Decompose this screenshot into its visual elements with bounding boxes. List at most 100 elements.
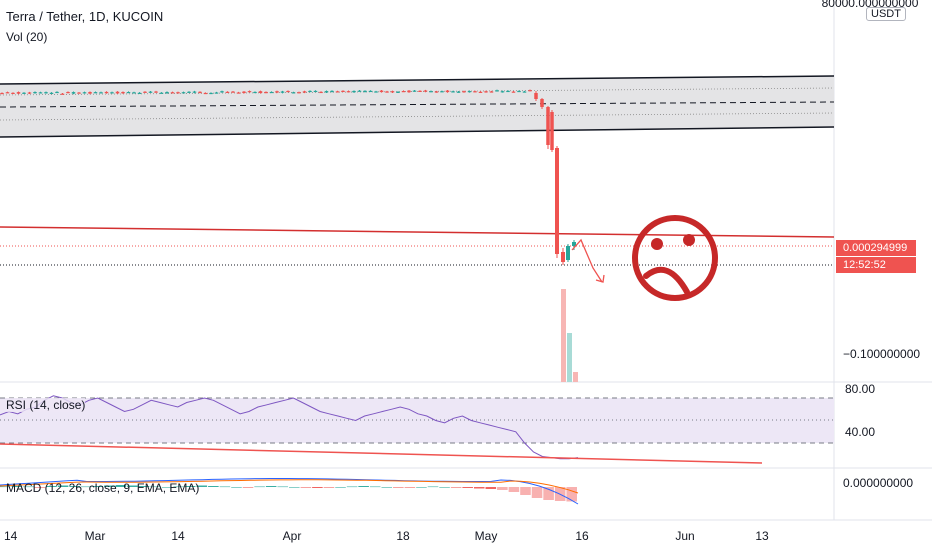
- macd-histogram-bar: [184, 486, 196, 487]
- range-channel[interactable]: [0, 76, 834, 137]
- candle-series[interactable]: [0, 89, 576, 265]
- macd-pane[interactable]: [0, 478, 579, 505]
- candle: [418, 90, 422, 92]
- candle: [540, 99, 544, 107]
- macd-histogram-bar: [393, 487, 404, 488]
- macd-histogram-bar: [335, 487, 346, 488]
- macd-histogram-bar: [265, 486, 277, 487]
- candle: [379, 90, 384, 93]
- candle: [220, 91, 224, 93]
- sad-face-drawing[interactable]: [632, 215, 718, 301]
- macd-histogram-bar: [196, 485, 208, 487]
- candle: [253, 91, 257, 94]
- sad-face-mouth: [643, 266, 690, 295]
- candle: [231, 91, 235, 93]
- macd-histogram-bar: [485, 487, 497, 489]
- volume-bars[interactable]: [561, 289, 578, 382]
- price-pane[interactable]: [0, 0, 834, 382]
- candle: [192, 91, 197, 93]
- macd-histogram-bar: [508, 487, 520, 492]
- red-trend-line[interactable]: [0, 226, 835, 238]
- volume-indicator-label[interactable]: Vol (20): [6, 30, 48, 44]
- down-arrow-annotation[interactable]: [571, 238, 605, 283]
- candle: [330, 90, 334, 93]
- candle: [423, 90, 428, 92]
- macd-title[interactable]: MACD (12, 26, close, 9, EMA, EMA): [6, 481, 200, 495]
- candle: [561, 252, 565, 262]
- candle: [506, 90, 510, 93]
- time-axis-label: 13: [755, 529, 769, 543]
- time-axis-label: 16: [575, 529, 589, 543]
- candle: [572, 242, 576, 246]
- channel-top-line[interactable]: [0, 75, 835, 85]
- candle: [534, 93, 538, 99]
- channel-bottom-line[interactable]: [0, 126, 835, 138]
- channel-dotted-lower: [0, 112, 835, 121]
- candle: [280, 91, 285, 93]
- candle: [0, 92, 4, 95]
- candle: [104, 91, 109, 94]
- candle: [528, 90, 532, 92]
- candle: [368, 90, 373, 93]
- channel-dotted-upper: [0, 87, 835, 96]
- macd-axis-zero-label: 0.000000000: [843, 476, 913, 490]
- macd-histogram-bar: [473, 487, 485, 489]
- candle: [71, 92, 76, 94]
- candle: [99, 92, 103, 94]
- candle: [22, 92, 26, 94]
- candle: [434, 91, 439, 93]
- rsi-title[interactable]: RSI (14, close): [6, 398, 86, 412]
- time-axis-label: Jun: [675, 529, 694, 543]
- candle: [214, 92, 219, 94]
- symbol-title[interactable]: Terra / Tether, 1D, KUCOIN: [6, 9, 164, 24]
- candle: [247, 91, 252, 93]
- time-axis-label: Mar: [85, 529, 106, 543]
- candle: [198, 91, 202, 93]
- candle: [88, 92, 92, 94]
- rsi-axis-lower-label: 40.00: [845, 425, 875, 439]
- channel-mid-dashed[interactable]: [0, 101, 835, 108]
- candle: [495, 90, 499, 92]
- rsi-axis-upper-label: 80.00: [845, 382, 875, 396]
- candle: [517, 90, 521, 93]
- candle: [484, 91, 488, 93]
- candle: [467, 91, 472, 93]
- candle: [478, 91, 483, 93]
- candle: [401, 91, 406, 93]
- macd-histogram-bar: [566, 487, 577, 502]
- macd-histogram-bar: [69, 486, 80, 487]
- rsi-trend-line: [0, 443, 763, 464]
- price-axis-top-label: 80000.000000000: [822, 0, 919, 10]
- candle: [429, 91, 433, 93]
- candle: [121, 92, 125, 94]
- sad-face-right-eye: [683, 234, 695, 246]
- macd-histogram-bar: [323, 487, 335, 488]
- macd-histogram-bar: [0, 486, 11, 488]
- candle: [181, 92, 186, 94]
- candle: [225, 91, 230, 93]
- candle: [308, 90, 312, 93]
- volume-bar: [567, 333, 572, 382]
- time-axis[interactable]: 14 Mar 14 Apr 18 May 16 Jun 13: [4, 529, 769, 543]
- candle: [451, 91, 455, 93]
- candle: [341, 90, 345, 93]
- macd-histogram-bar: [531, 487, 543, 498]
- macd-histogram-bar: [80, 486, 92, 488]
- candle: [473, 91, 477, 93]
- macd-histogram-bar: [462, 487, 473, 488]
- rsi-line: [0, 395, 579, 460]
- candle: [137, 92, 142, 94]
- currency-label[interactable]: USDT: [866, 7, 906, 21]
- sad-face-left-eye: [651, 238, 663, 250]
- candle: [396, 91, 400, 93]
- macd-histogram-bar: [173, 486, 184, 488]
- candle: [115, 91, 120, 94]
- macd-histogram-bar: [300, 487, 312, 488]
- sad-face-outline: [632, 215, 718, 301]
- candle: [522, 91, 527, 93]
- macd-histogram-bar: [427, 486, 439, 488]
- macd-histogram-bar: [231, 487, 242, 488]
- candle: [165, 92, 169, 94]
- rsi-pane[interactable]: [0, 395, 834, 464]
